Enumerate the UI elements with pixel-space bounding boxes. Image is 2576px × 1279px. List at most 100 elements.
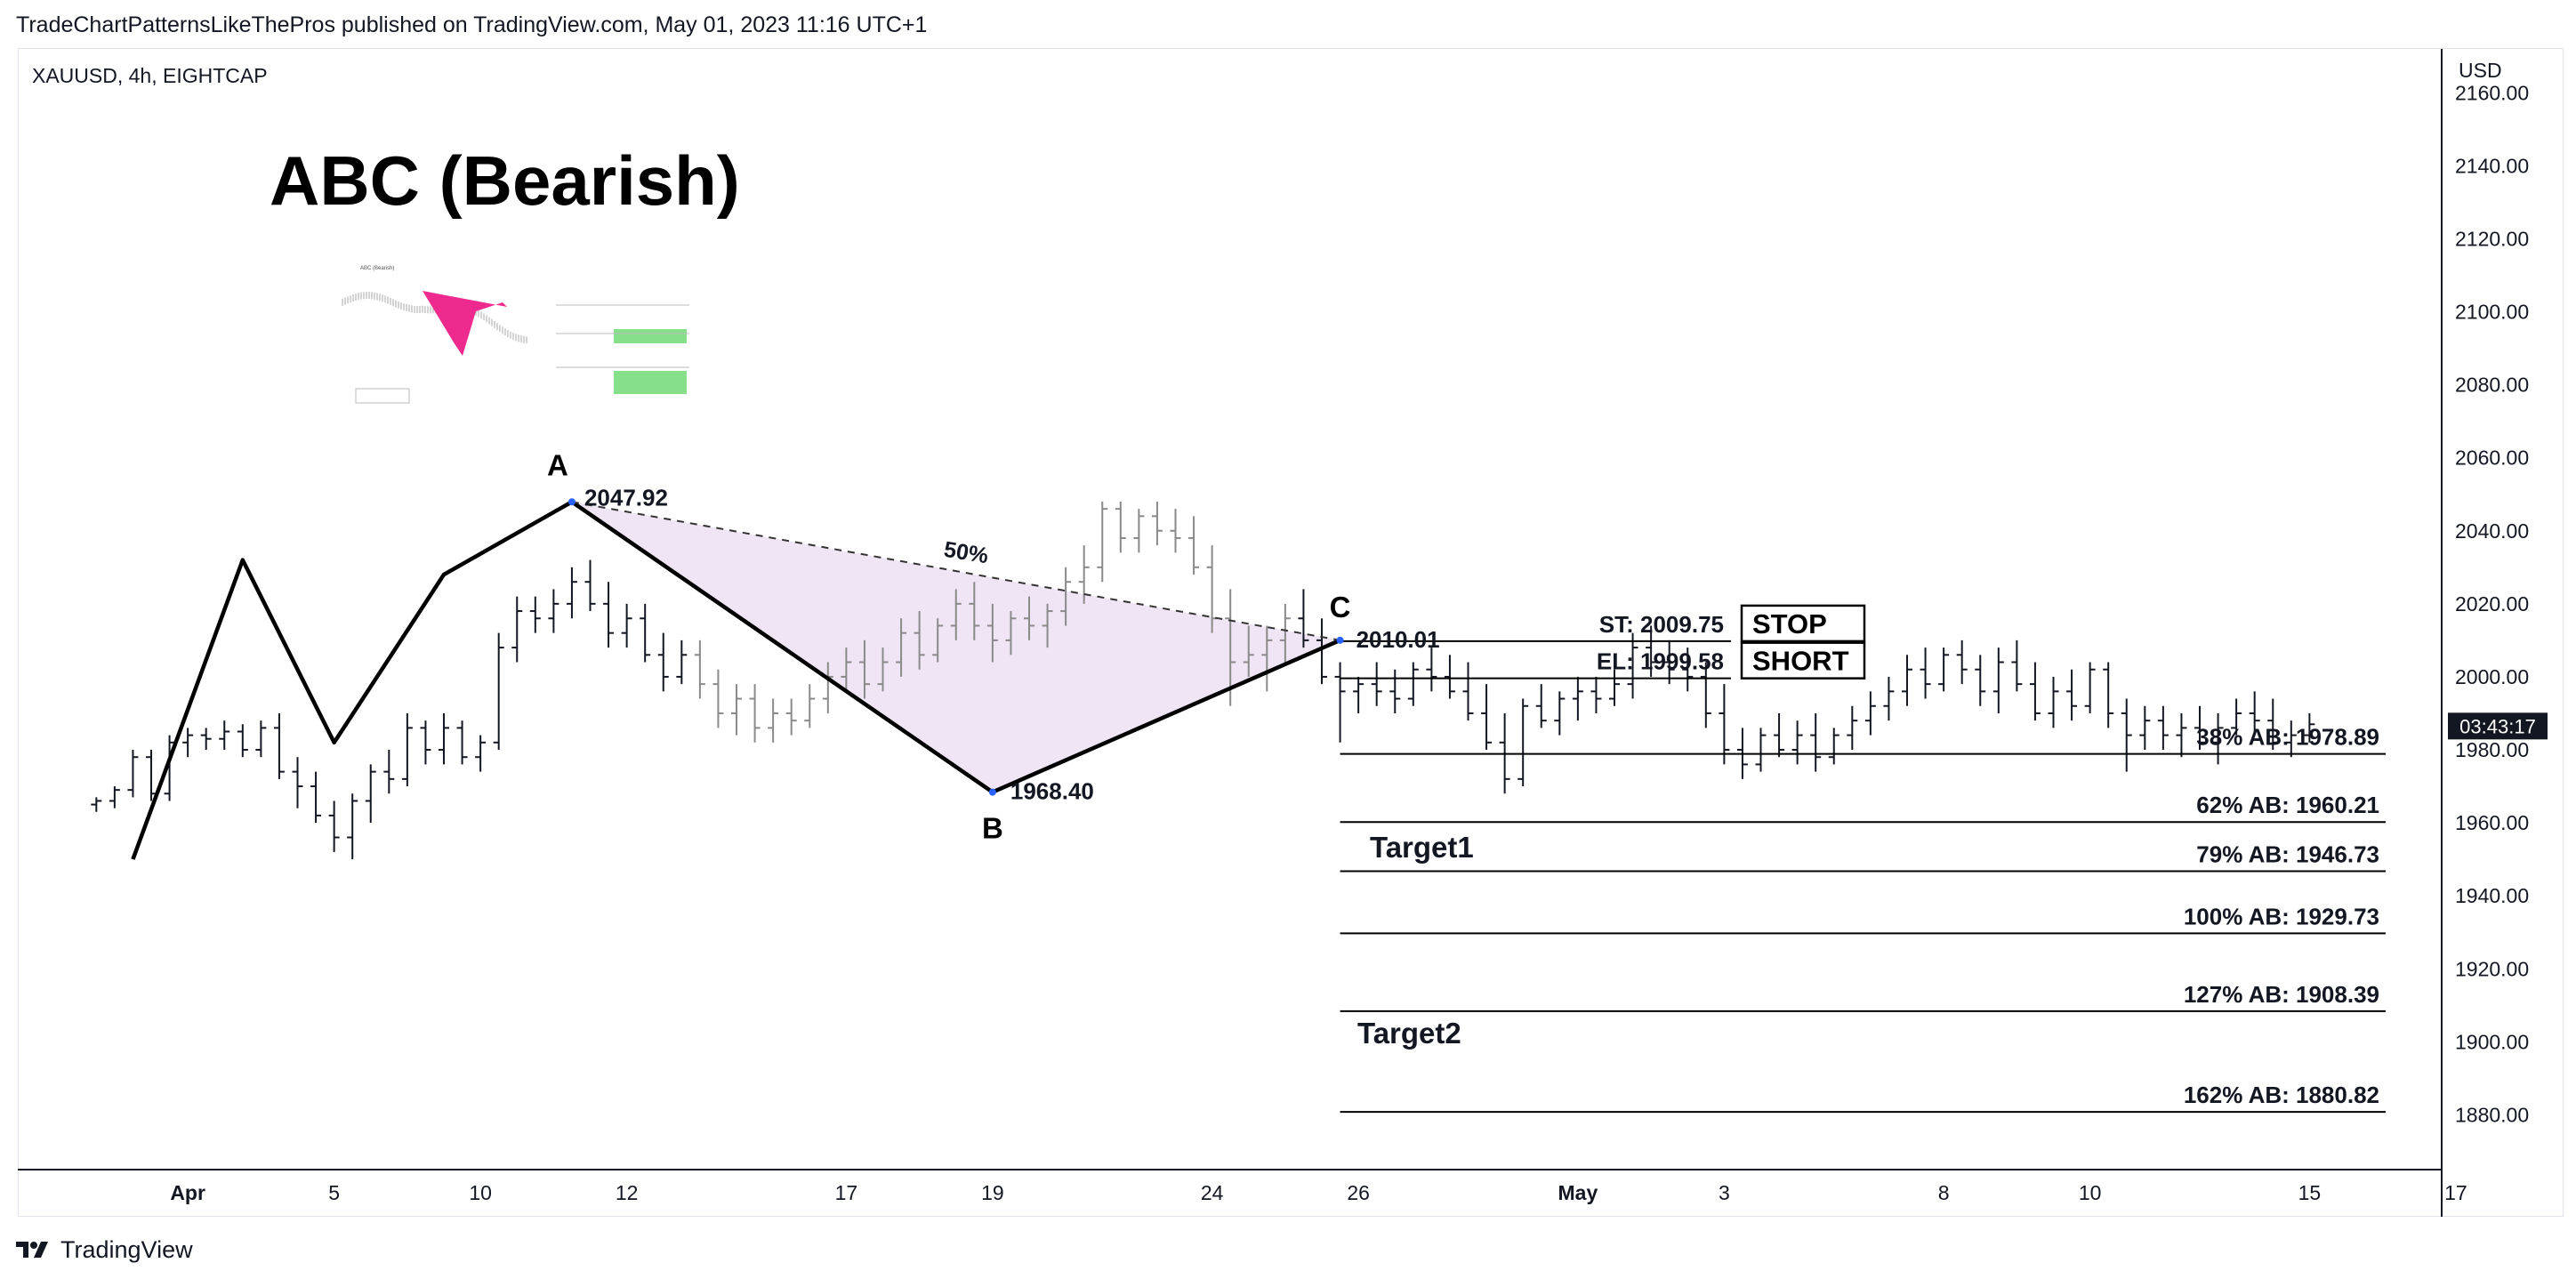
currency-label: USD (2459, 59, 2502, 82)
ohlc-bar (1975, 655, 1986, 706)
ohlc-bar (1389, 669, 1401, 713)
ohlc-bar (2157, 705, 2169, 751)
current-price-badge: 03:43:17 (2448, 712, 2548, 740)
ohlc-bar (694, 640, 705, 699)
ohlc-bar (1426, 648, 1437, 692)
fib-127-label: 127% AB: 1908.39 (2184, 981, 2379, 1008)
ohlc-bar (1115, 501, 1126, 553)
ohlc-bar (932, 618, 944, 663)
ohlc-bar (858, 640, 870, 699)
ohlc-bar (1791, 720, 1803, 765)
ohlc-bar (255, 720, 267, 758)
ohlc-bar (1828, 728, 1839, 765)
fib-62-label: 62% AB: 1960.21 (2196, 792, 2379, 818)
time-tick-label: 24 (1201, 1181, 1224, 1204)
stop-label: ST: 2009.75 (1599, 611, 1724, 638)
price-tick-label: 1980.00 (2455, 738, 2529, 761)
thumb-title: ABC (Bearish) (360, 266, 394, 271)
target-label-1: Target1 (1370, 831, 1474, 864)
ohlc-bar (328, 800, 340, 852)
ohlc-bar (877, 648, 889, 692)
short-box-label: SHORT (1752, 646, 1849, 677)
ohlc-bar (785, 698, 797, 736)
ac-dashed-line (571, 501, 1340, 641)
published-line: TradeChartPatternsLikeThePros published … (16, 12, 928, 37)
ohlc-bar (127, 750, 139, 798)
ohlc-bar (914, 611, 925, 670)
ohlc-bar (1956, 640, 1968, 685)
time-axis[interactable]: Apr 5 10 12 17 19 24 26 May 3 8 10 15 17 (18, 1169, 2467, 1204)
ohlc-bar (1646, 625, 1657, 677)
ohlc-bar (749, 684, 761, 743)
ohlc-bar (1554, 691, 1566, 736)
ohlc-bar (2139, 705, 2151, 751)
price-tick-label: 1880.00 (2455, 1103, 2529, 1126)
ohlc-bar (1572, 676, 1583, 721)
ohlc-bar (1243, 625, 1254, 677)
price-tick-label: 2140.00 (2455, 154, 2529, 177)
ohlc-bar (1407, 662, 1419, 706)
ohlc-bar (1609, 669, 1620, 706)
ohlc-bar (1279, 603, 1291, 663)
footer[interactable]: TradingView (16, 1235, 193, 1265)
ohlc-bar (657, 632, 669, 692)
stop-box[interactable]: STOP (1740, 604, 1866, 643)
stop-box-border (1740, 604, 1866, 643)
time-tick-label: 15 (2298, 1181, 2322, 1204)
ohlc-bar (566, 567, 577, 619)
ohlc-bar (1261, 625, 1273, 692)
time-tick-label: Apr (170, 1181, 205, 1204)
ohlc-bar (1774, 712, 1785, 758)
ohlc-bar (1481, 684, 1493, 751)
ohlc-bar (804, 684, 816, 728)
ohlc-bar (1444, 655, 1455, 699)
ohlc-bar (1353, 676, 1364, 713)
pivot-price-B: 1968.40 (1010, 778, 1094, 805)
ohlc-bar (603, 582, 615, 648)
price-tick-label: 2020.00 (2455, 592, 2529, 615)
ohlc-bar (896, 618, 907, 677)
pivot-B[interactable] (988, 788, 996, 796)
ohlc-bar (1938, 648, 1950, 692)
ohlc-bar (1810, 712, 1822, 772)
ohlc-bar (1005, 611, 1017, 656)
retracement-label: 50% (942, 537, 990, 568)
ohlc-bar (1024, 596, 1034, 640)
price-tick-label: 1960.00 (2455, 811, 2529, 834)
ohlc-bar (365, 764, 376, 824)
symbol-line[interactable]: XAUUSD, 4h, EIGHTCAP (32, 64, 268, 87)
ohlc-bar (1097, 501, 1108, 583)
thumb-green-zone-1 (614, 329, 687, 343)
ohlc-bar (1700, 662, 1711, 728)
pivot-C[interactable] (1336, 636, 1344, 644)
ohlc-bar (2066, 669, 2078, 721)
ohlc-bar (91, 797, 102, 812)
ohlc-bar (584, 559, 596, 612)
price-tick-label: 2060.00 (2455, 446, 2529, 470)
time-tick-label: 3 (1719, 1181, 1730, 1204)
short-box-border (1740, 641, 1866, 680)
ohlc-bar (182, 728, 194, 758)
ohlc-bar (1682, 648, 1694, 692)
time-tick-label: 17 (835, 1181, 858, 1204)
time-tick-label: 8 (1938, 1181, 1950, 1204)
ohlc-bar (493, 632, 504, 751)
ohlc-bar (292, 757, 303, 808)
pivot-price-C: 2010.01 (1356, 626, 1440, 653)
ohlc-bar (2212, 712, 2224, 765)
ohlc-bar (1535, 684, 1547, 728)
time-tick-label: May (1558, 1181, 1598, 1204)
thumb-pink-triangle (423, 291, 507, 356)
ohlc-bar (2084, 662, 2096, 713)
pivot-A[interactable] (568, 498, 576, 506)
ohlc-bar (1188, 516, 1200, 575)
ohlc-bar (2194, 705, 2205, 751)
ohlc-bar (1590, 676, 1602, 713)
ohlc-bar (347, 793, 358, 860)
short-box[interactable]: SHORT (1740, 641, 1866, 680)
fib-162-label: 162% AB: 1880.82 (2184, 1082, 2379, 1108)
time-tick-label: 19 (981, 1181, 1004, 1204)
